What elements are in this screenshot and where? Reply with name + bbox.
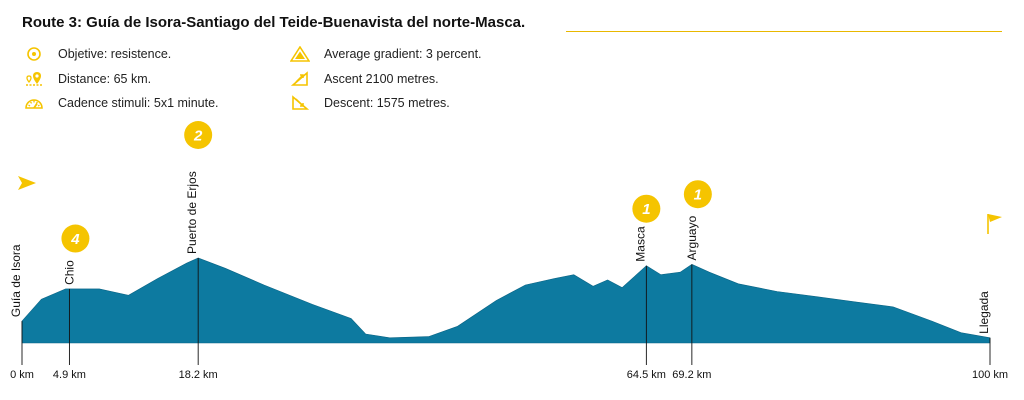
stat-descent: Descent: 1575 metres.	[290, 91, 482, 116]
km-label-masca: 64.5 km	[627, 369, 666, 381]
climb-category-masca: 1	[642, 201, 650, 218]
start-flag-icon	[18, 176, 36, 190]
target-icon	[24, 46, 44, 62]
stat-objective: Objetive: resistence.	[24, 42, 219, 67]
climb-category-badge-arguayo	[683, 180, 712, 209]
km-label-llegada: 100 km	[972, 369, 1008, 381]
waypoint-label-arguayo: Arguayo	[685, 215, 699, 260]
gradient-triangle-icon	[290, 46, 310, 63]
stats-left: Objetive: resistence. Distance: 65 km. C…	[24, 42, 219, 116]
stats-right: Average gradient: 3 percent. Ascent 2100…	[290, 42, 482, 116]
climb-category-arguayo: 1	[694, 187, 702, 204]
finish-flag-icon	[987, 214, 1002, 234]
climb-category-badge-puerto-de-erjos	[184, 121, 213, 149]
stat-ascent: Ascent 2100 metres.	[290, 67, 482, 92]
route-title: Route 3: Guía de Isora-Santiago del Teid…	[22, 14, 526, 31]
km-label-guia-de-isora: 0 km	[10, 369, 34, 381]
waypoint-label-guia-de-isora: Guía de Isora	[9, 244, 23, 317]
climb-category-badge-masca	[632, 194, 661, 223]
climb-category-chio: 4	[70, 231, 80, 248]
ascent-icon	[290, 71, 310, 87]
stat-cadence-text: Cadence stimuli: 5x1 minute.	[58, 96, 219, 111]
km-label-arguayo: 69.2 km	[672, 369, 711, 381]
km-label-chio: 4.9 km	[53, 369, 86, 381]
stat-ascent-text: Ascent 2100 metres.	[324, 71, 439, 86]
waypoints-layer: Guía de Isora 0 km Chio 4.9 km 4 Puerto de Er…	[9, 121, 1008, 381]
stat-distance: Distance: 65 km.	[24, 67, 219, 92]
stat-gradient: Average gradient: 3 percent.	[290, 42, 482, 67]
speedometer-icon	[24, 95, 44, 111]
climb-category-badge-chio	[61, 224, 90, 253]
climb-category-puerto-de-erjos: 2	[193, 128, 203, 145]
waypoint-label-llegada: Llegada	[977, 291, 991, 334]
title-underline	[566, 31, 1002, 32]
km-label-puerto-de-erjos: 18.2 km	[179, 369, 218, 381]
descent-icon	[290, 95, 310, 111]
profile-area	[21, 257, 991, 344]
stat-objective-text: Objetive: resistence.	[58, 47, 172, 62]
stat-gradient-text: Average gradient: 3 percent.	[324, 47, 482, 62]
stat-distance-text: Distance: 65 km.	[58, 71, 152, 86]
waypoint-label-chio: Chio	[62, 260, 76, 285]
waypoint-label-puerto-de-erjos: Puerto de Erjos	[185, 171, 199, 254]
waypoint-label-masca: Masca	[633, 226, 647, 262]
stat-descent-text: Descent: 1575 metres.	[324, 96, 450, 111]
stat-cadence: Cadence stimuli: 5x1 minute.	[24, 91, 219, 116]
map-pins-icon	[24, 71, 44, 87]
